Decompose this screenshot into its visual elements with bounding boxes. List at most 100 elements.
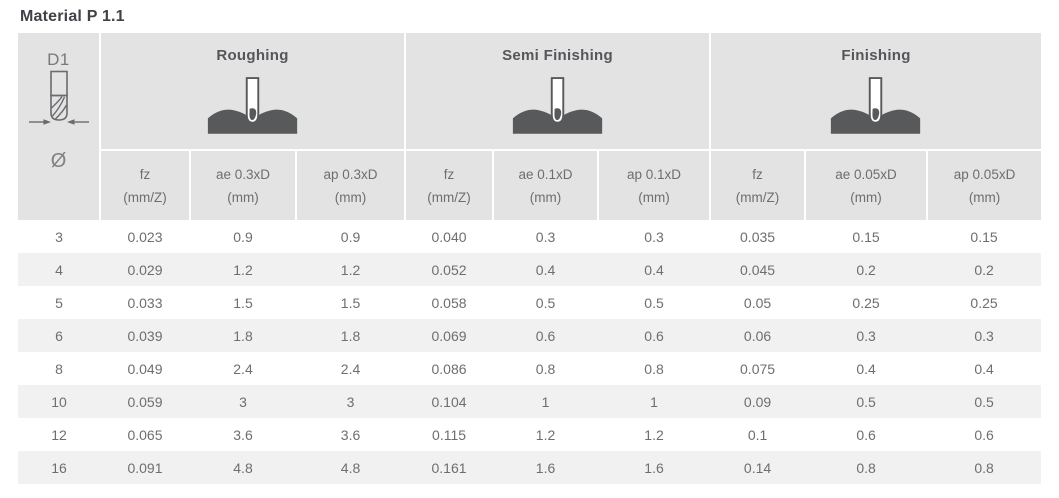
cell-value: 0.058 xyxy=(431,294,467,311)
col-header-ap-roughing: ap 0.3xD (mm) xyxy=(294,150,407,220)
diameter-header-cell: D1 Ø xyxy=(18,33,101,220)
table-row: 12 0.065 3.6 3.6 0.115 1.2 1.2 0.1 0.6 0… xyxy=(18,418,1042,451)
cell-value: 2.4 xyxy=(233,360,253,377)
cell-value: 3 xyxy=(239,393,247,410)
cell-value: 1 xyxy=(541,393,550,410)
catalog-page: Material P 1.1 D1 xyxy=(18,8,1042,484)
cell-value: 0.25 xyxy=(852,294,880,311)
milling-operation-icon xyxy=(207,77,297,134)
cell-value: 0.091 xyxy=(127,459,163,476)
cell-value: 1.5 xyxy=(340,294,361,311)
section-title: Finishing xyxy=(841,47,911,64)
column-header-row: fz (mm/Z) ae 0.3xD (mm) ap 0.3xD (mm) fz (mm… xyxy=(18,150,1042,220)
cell-value: 0.6 xyxy=(974,426,994,443)
cell-value: 0.4 xyxy=(644,261,664,278)
cell-value: 0.15 xyxy=(852,228,880,245)
cell-value: 0.1 xyxy=(747,426,768,443)
cell-value: 0.2 xyxy=(974,261,994,278)
section-title: Roughing xyxy=(216,47,289,64)
cell-value: 0.5 xyxy=(644,294,664,311)
cell-value: 1.2 xyxy=(340,261,361,278)
section-header-content: Semi Finishing xyxy=(406,33,709,135)
diameter-value: 12 xyxy=(51,426,67,443)
cell-value: 0.052 xyxy=(431,261,467,278)
cell-value: 0.4 xyxy=(974,360,994,377)
cell-value: 0.049 xyxy=(127,360,163,377)
diameter-value: 3 xyxy=(55,228,63,245)
cell-value: 0.115 xyxy=(432,426,467,443)
cell-value: 0.3 xyxy=(856,327,876,344)
section-header-content: Roughing xyxy=(101,33,404,135)
cell-value: 1.5 xyxy=(233,294,253,311)
cell-value: 0.2 xyxy=(856,261,876,278)
diameter-value: 6 xyxy=(55,327,63,344)
table-row: 16 0.091 4.8 4.8 0.161 1.6 1.6 0.14 0.8 … xyxy=(18,451,1042,484)
cell-value: 0.8 xyxy=(535,360,556,377)
section-title: Semi Finishing xyxy=(502,47,613,64)
cell-value: 0.06 xyxy=(743,327,772,344)
diameter-value: 4 xyxy=(55,261,63,278)
table-row: 8 0.049 2.4 2.4 0.086 0.8 0.8 0.075 0.4 … xyxy=(18,352,1042,385)
col-header-ae-roughing: ae 0.3xD (mm) xyxy=(189,150,297,220)
milling-operation-icon xyxy=(512,77,602,134)
cell-value: 0.9 xyxy=(233,228,253,245)
diameter-value: 10 xyxy=(51,393,67,410)
cell-value: 0.6 xyxy=(535,327,556,344)
cell-value: 0.6 xyxy=(644,327,664,344)
cell-value: 0.5 xyxy=(974,393,994,410)
cell-value: 0.161 xyxy=(431,459,467,476)
cell-value: 4.8 xyxy=(233,459,253,476)
cell-value: 0.039 xyxy=(127,327,163,344)
tool-diameter-label: D1 xyxy=(47,50,70,69)
section-header-content: Finishing xyxy=(711,33,1041,135)
table-row: 3 0.023 0.9 0.9 0.040 0.3 0.3 0.035 0.15… xyxy=(18,220,1042,253)
table-row: 10 0.059 3 3 0.104 1 1 0.09 0.5 0.5 xyxy=(18,385,1042,418)
cell-value: 0.4 xyxy=(535,261,556,278)
col-header-ap-semi: ap 0.1xD (mm) xyxy=(597,150,712,220)
cell-value: 3.6 xyxy=(233,426,253,443)
section-header-finishing: Finishing xyxy=(709,33,1042,151)
cell-value: 1.8 xyxy=(340,327,361,344)
cell-value: 1.6 xyxy=(535,459,556,476)
cell-value: 0.065 xyxy=(127,426,163,443)
cell-value: 2.4 xyxy=(340,360,361,377)
cell-value: 0.3 xyxy=(974,327,994,344)
table-row: 5 0.033 1.5 1.5 0.058 0.5 0.5 0.05 0.25 … xyxy=(18,286,1042,319)
col-header-ae-semi: ae 0.1xD (mm) xyxy=(492,150,600,220)
cell-value: 0.3 xyxy=(535,228,556,245)
cell-value: 0.086 xyxy=(431,360,467,377)
cell-value: 0.4 xyxy=(856,360,876,377)
cutting-data-table: D1 Ø xyxy=(18,33,1042,484)
cell-value: 0.5 xyxy=(535,294,556,311)
cell-value: 0.14 xyxy=(743,459,772,476)
cell-value: 1 xyxy=(650,393,658,410)
cell-value: 1.2 xyxy=(644,426,664,443)
cell-value: 0.045 xyxy=(740,261,776,278)
cell-value: 1.8 xyxy=(233,327,253,344)
cell-value: 0.3 xyxy=(644,228,664,245)
diameter-value: 16 xyxy=(51,459,67,476)
col-header-fz-roughing: fz (mm/Z) xyxy=(99,150,191,220)
cell-value: 0.023 xyxy=(127,228,163,245)
end-mill-diameter-icon xyxy=(28,70,89,125)
cell-value: 0.8 xyxy=(974,459,994,476)
cell-value: 0.6 xyxy=(856,426,876,443)
section-header-row: D1 Ø xyxy=(18,33,1042,220)
diameter-cell-content: D1 Ø xyxy=(18,33,99,220)
cell-value: 0.059 xyxy=(127,393,163,410)
cell-value: 4.8 xyxy=(340,459,361,476)
cell-value: 0.09 xyxy=(743,393,772,410)
cell-value: 0.069 xyxy=(431,327,467,344)
col-header-ap-finishing: ap 0.05xD (mm) xyxy=(926,150,1042,220)
col-header-fz-finishing: fz (mm/Z) xyxy=(709,150,807,220)
table-row: 6 0.039 1.8 1.8 0.069 0.6 0.6 0.06 0.3 0… xyxy=(18,319,1042,352)
cell-value: 1.6 xyxy=(644,459,664,476)
cell-value: 0.029 xyxy=(127,261,163,278)
milling-operation-icon xyxy=(830,77,921,134)
col-header-ae-finishing: ae 0.05xD (mm) xyxy=(804,150,929,220)
cell-value: 0.15 xyxy=(970,228,998,245)
diameter-symbol: Ø xyxy=(50,150,67,172)
table-row: 4 0.029 1.2 1.2 0.052 0.4 0.4 0.045 0.2 … xyxy=(18,253,1042,286)
cell-value: 3 xyxy=(346,393,355,410)
cell-value: 3.6 xyxy=(340,426,361,443)
